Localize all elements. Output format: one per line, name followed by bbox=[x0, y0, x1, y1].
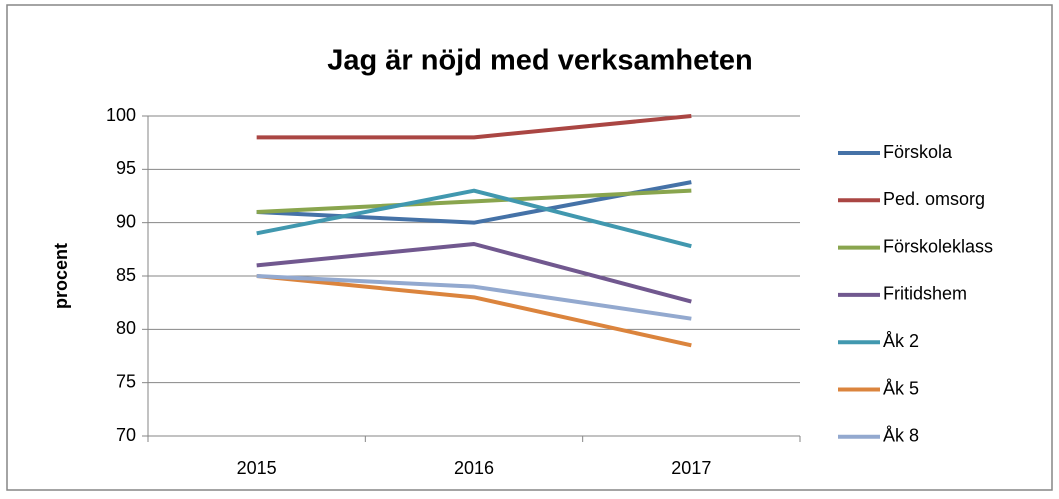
legend-label: Åk 8 bbox=[883, 426, 919, 446]
legend-label: Åk 2 bbox=[883, 331, 919, 351]
y-tick-label: 90 bbox=[116, 211, 136, 231]
legend-label: Fritidshem bbox=[883, 284, 967, 304]
series-line bbox=[256, 242, 692, 304]
series-line bbox=[256, 188, 692, 249]
x-tick-label: 2017 bbox=[671, 458, 711, 478]
chart-title: Jag är nöjd med verksamheten bbox=[327, 45, 753, 77]
x-tick-label: 2016 bbox=[454, 458, 494, 478]
y-tick-label: 75 bbox=[116, 371, 136, 391]
y-tick-label: 100 bbox=[106, 105, 136, 125]
y-axis-label: procent bbox=[51, 243, 71, 309]
y-tick-label: 70 bbox=[116, 425, 136, 445]
series-line bbox=[256, 114, 692, 140]
y-tick-label: 80 bbox=[116, 318, 136, 338]
y-tick-label: 85 bbox=[116, 265, 136, 285]
legend-label: Åk 5 bbox=[883, 378, 919, 398]
series-line bbox=[256, 274, 692, 321]
x-tick-label: 2015 bbox=[237, 458, 277, 478]
y-tick-label: 95 bbox=[116, 158, 136, 178]
series-line bbox=[256, 188, 692, 214]
series-line bbox=[256, 274, 692, 348]
legend-label: Förskoleklass bbox=[883, 236, 993, 256]
legend-label: Ped. omsorg bbox=[883, 189, 985, 209]
legend-label: Förskola bbox=[883, 142, 953, 162]
